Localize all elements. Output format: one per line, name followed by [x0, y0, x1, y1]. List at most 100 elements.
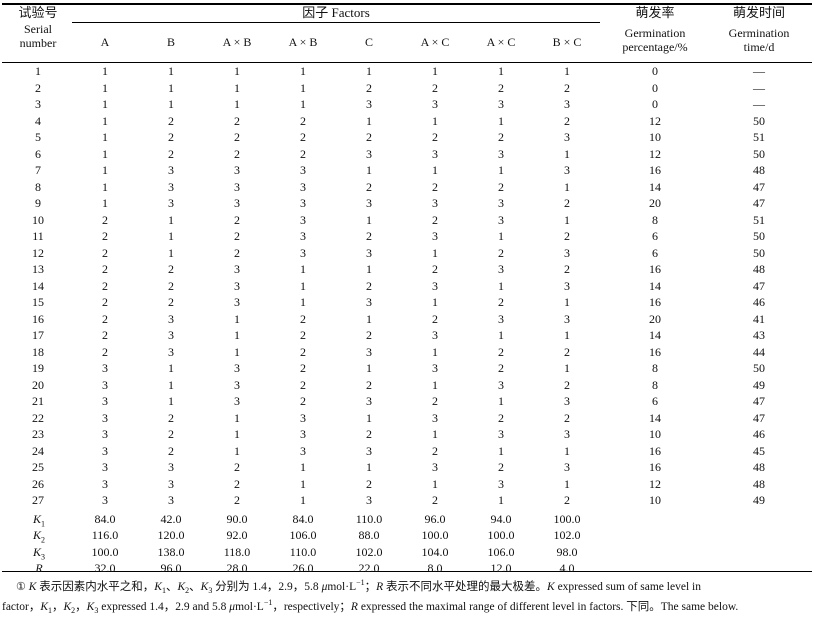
factor-level-cell: 1 — [300, 295, 306, 309]
factor-level-cell: 2 — [366, 278, 372, 293]
factor-level-cell: 3 — [366, 344, 372, 359]
factor-level-cell: 2 — [366, 328, 372, 342]
summary-value-cell: 120.0 — [157, 528, 185, 542]
factor-level-cell: 3 — [366, 196, 372, 210]
summary-value-cell: 92.0 — [226, 528, 248, 542]
factor-level-cell: 1 — [366, 64, 372, 78]
germination-time-cell: 45 — [753, 443, 765, 458]
factors-underline — [72, 22, 600, 23]
summary-value-cell: 88.0 — [358, 528, 380, 542]
footnote-text: 、 — [189, 580, 201, 593]
factor-level-cell: 1 — [234, 80, 240, 95]
germination-time-cell: 44 — [753, 344, 765, 359]
germination-time-cell: 50 — [753, 229, 765, 243]
germination-time-cell: 50 — [753, 361, 765, 375]
factor-level-cell: 3 — [102, 493, 108, 507]
summary-value-cell: 96.0 — [160, 561, 182, 575]
factor-level-cell: 2 — [234, 130, 240, 144]
germination-pct-cell: 20 — [649, 196, 661, 210]
germination-time-cell: 47 — [753, 410, 765, 425]
factor-level-cell: 1 — [432, 163, 438, 177]
factor-level-cell: 3 — [564, 245, 570, 260]
germination-pct-cell: 14 — [649, 410, 661, 425]
symbol-k: K — [40, 600, 48, 613]
factor-level-cell: 1 — [300, 476, 306, 491]
factor-level-cell: 1 — [564, 361, 570, 375]
factor-level-cell: 3 — [432, 97, 438, 111]
germination-pct-cell: 14 — [649, 278, 661, 293]
factor-level-cell: 2 — [168, 146, 174, 161]
factor-level-cell: 2 — [102, 328, 108, 342]
serial-number-cell: 10 — [32, 212, 44, 227]
germination-pct-cell: 16 — [649, 460, 661, 474]
factor-level-cell: 3 — [168, 493, 174, 507]
footnote-text: expressed 1.4，2.9 and 5.8 — [98, 600, 230, 613]
factor-level-cell: 2 — [300, 361, 306, 375]
factor-level-cell: 2 — [234, 212, 240, 227]
germination-pct-cell: 14 — [649, 328, 661, 342]
factor-level-cell: 2 — [432, 130, 438, 144]
germination-pct-cell: 0 — [652, 64, 658, 78]
factor-level-cell: 3 — [102, 476, 108, 491]
germination-pct-header-en-1: Germination — [624, 26, 686, 40]
factor-level-cell: 3 — [234, 295, 240, 309]
serial-number-cell: 11 — [32, 229, 44, 243]
factor-level-cell: 1 — [102, 196, 108, 210]
summary-value-cell: 12.0 — [490, 561, 512, 575]
factor-level-cell: 1 — [564, 443, 570, 458]
germination-time-cell: 47 — [753, 278, 765, 293]
factor-level-cell: 2 — [168, 130, 174, 144]
factor-level-cell: 3 — [234, 196, 240, 210]
factor-level-cell: 2 — [300, 328, 306, 342]
germination-time-cell: 50 — [753, 113, 765, 128]
factor-level-cell: 2 — [564, 80, 570, 95]
factor-level-cell: 2 — [498, 410, 504, 425]
germination-pct-cell: 8 — [652, 212, 658, 227]
factor-level-cell: 1 — [234, 311, 240, 326]
factor-level-cell: 2 — [366, 377, 372, 392]
factor-level-cell: 2 — [564, 196, 570, 210]
factor-level-cell: 3 — [432, 328, 438, 342]
serial-number-cell: 19 — [32, 361, 44, 375]
factor-level-cell: 2 — [168, 262, 174, 276]
factor-level-cell: 1 — [234, 427, 240, 441]
factor-level-cell: 2 — [366, 427, 372, 441]
factor-level-cell: 2 — [234, 493, 240, 507]
summary-value-cell: 104.0 — [421, 544, 449, 559]
factor-level-cell: 3 — [300, 196, 306, 210]
factor-level-cell: 2 — [300, 311, 306, 326]
factor-level-cell: 2 — [564, 262, 570, 276]
summary-value-cell: 100.0 — [91, 544, 119, 559]
table-bottom-rule — [2, 571, 812, 572]
serial-number-cell: 22 — [32, 410, 44, 425]
summary-value-cell: 8.0 — [427, 561, 443, 575]
factor-level-cell: 2 — [234, 460, 240, 474]
serial-number-cell: 17 — [32, 328, 44, 342]
symbol-r: R — [350, 600, 358, 613]
factor-level-cell: 1 — [300, 460, 306, 474]
factor-level-cell: 3 — [432, 361, 438, 375]
factor-level-cell: 1 — [564, 476, 570, 491]
germination-time-cell: 43 — [753, 328, 765, 342]
factor-level-cell: 3 — [564, 97, 570, 111]
germination-pct-cell: 12 — [649, 476, 661, 491]
factor-column-header: A — [100, 35, 110, 49]
germination-time-cell: 49 — [753, 377, 765, 392]
serial-number-cell: 5 — [35, 130, 41, 144]
footnote-text: 、 — [165, 580, 178, 593]
germination-pct-cell: 8 — [652, 377, 658, 392]
factor-column-header: A × B — [222, 35, 252, 49]
factor-level-cell: 2 — [564, 410, 570, 425]
factor-level-cell: 1 — [300, 262, 306, 276]
factor-level-cell: 3 — [564, 311, 570, 326]
factor-level-cell: 3 — [102, 361, 108, 375]
factor-level-cell: 3 — [300, 163, 306, 177]
subscript: 2 — [71, 606, 76, 616]
factor-level-cell: 2 — [432, 311, 438, 326]
factor-level-cell: 1 — [498, 394, 504, 408]
serial-number-cell: 20 — [32, 377, 44, 392]
factor-level-cell: 3 — [234, 262, 240, 276]
germination-time-cell: — — [753, 64, 765, 78]
factor-level-cell: 3 — [102, 394, 108, 408]
unit-text: mol·L — [327, 580, 357, 593]
